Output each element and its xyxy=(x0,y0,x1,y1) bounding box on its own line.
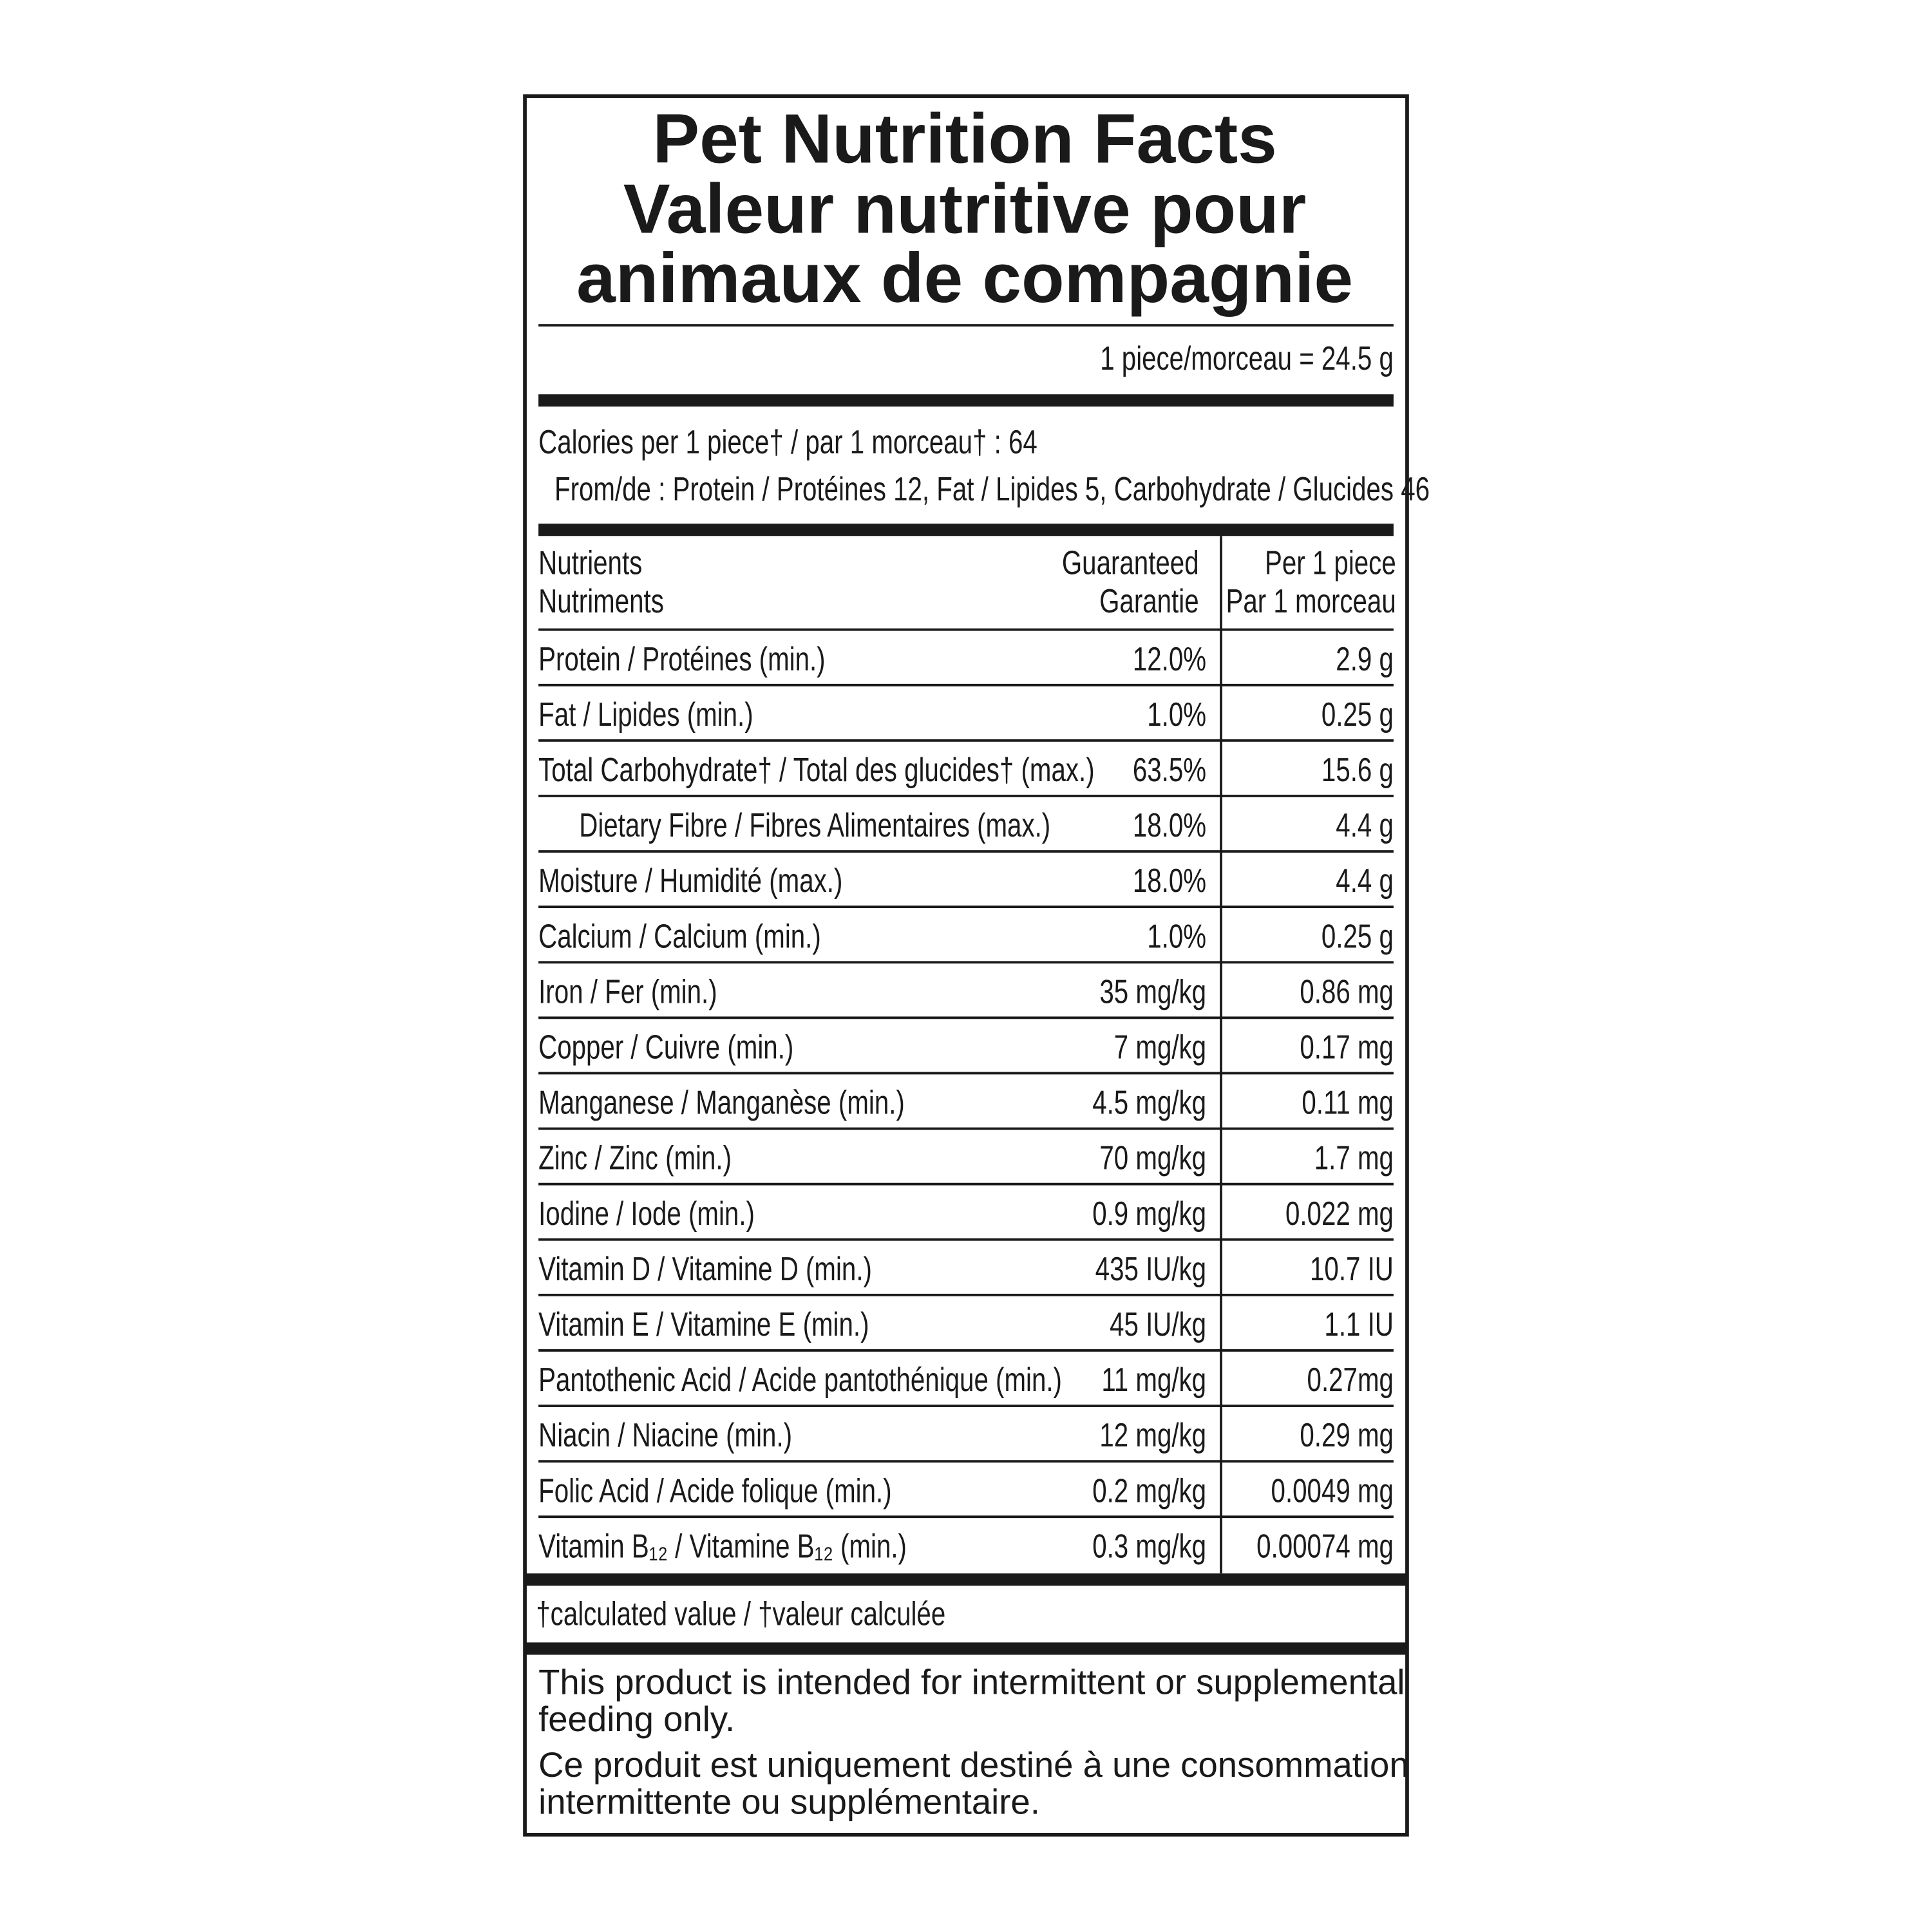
guaranteed-value: 35 mg/kg xyxy=(1099,973,1206,1010)
row-divider xyxy=(538,1515,1394,1519)
per-piece-value: 15.6 g xyxy=(1321,751,1394,788)
column-header: Per 1 piece xyxy=(1265,544,1396,582)
nutrient-name: Copper / Cuivre (min.) xyxy=(538,1028,793,1066)
title-line: Valeur nutritive pour xyxy=(623,170,1306,249)
guaranteed-value: 1.0% xyxy=(1147,696,1206,733)
nutrient-name: Vitamin E / Vitamine E (min.) xyxy=(538,1305,869,1343)
guaranteed-value: 1.0% xyxy=(1147,917,1206,954)
column-header: Guaranteed xyxy=(1062,544,1199,582)
column-header: Garantie xyxy=(1099,582,1199,620)
per-piece-value: 0.00074 mg xyxy=(1256,1528,1394,1565)
per-piece-value: 0.022 mg xyxy=(1285,1195,1394,1232)
guaranteed-value: 45 IU/kg xyxy=(1110,1305,1206,1343)
divider xyxy=(538,324,1394,327)
nutrient-name: Manganese / Manganèse (min.) xyxy=(538,1084,905,1121)
nutrient-name: Niacin / Niacine (min.) xyxy=(538,1416,792,1454)
guaranteed-value: 18.0% xyxy=(1133,806,1206,844)
row-divider xyxy=(538,1405,1394,1407)
per-piece-value: 0.86 mg xyxy=(1300,973,1394,1010)
per-piece-value: 4.4 g xyxy=(1336,806,1394,844)
guaranteed-value: 70 mg/kg xyxy=(1099,1139,1206,1177)
title-line: Pet Nutrition Facts xyxy=(652,100,1276,178)
thick-divider xyxy=(525,1642,1407,1655)
guaranteed-value: 4.5 mg/kg xyxy=(1092,1084,1206,1121)
nutrient-name: Vitamin D / Vitamine D (min.) xyxy=(538,1250,872,1287)
row-divider xyxy=(538,683,1394,687)
per-piece-value: 0.11 mg xyxy=(1302,1084,1394,1121)
row-divider xyxy=(538,961,1394,964)
column-header: Nutrients xyxy=(538,544,642,582)
footnote: †calculated value / †valeur calculée xyxy=(536,1595,945,1633)
nutrient-name: Iodine / Iode (min.) xyxy=(538,1195,755,1232)
disclaimer-line: feeding only. xyxy=(538,1700,735,1739)
calories-from: From/de : Protein / Protéines 12, Fat / … xyxy=(554,470,1430,507)
calories: Calories per 1 piece† / par 1 morceau† :… xyxy=(538,423,1037,460)
guaranteed-value: 11 mg/kg xyxy=(1101,1361,1206,1398)
per-piece-value: 10.7 IU xyxy=(1310,1250,1394,1287)
guaranteed-value: 12.0% xyxy=(1133,640,1206,677)
per-piece-value: 4.4 g xyxy=(1336,862,1394,899)
per-piece-value: 0.25 g xyxy=(1321,917,1394,954)
nutrient-name: Calcium / Calcium (min.) xyxy=(538,917,821,954)
nutrient-name: Dietary Fibre / Fibres Alimentaires (max… xyxy=(579,806,1050,844)
guaranteed-value: 12 mg/kg xyxy=(1099,1416,1206,1454)
column-header: Par 1 morceau xyxy=(1226,582,1396,620)
nutrient-name: Total Carbohydrate† / Total des glucides… xyxy=(538,751,1095,788)
thick-divider xyxy=(538,394,1394,407)
row-divider xyxy=(538,1460,1394,1463)
guaranteed-value: 0.3 mg/kg xyxy=(1092,1528,1206,1565)
guaranteed-value: 18.0% xyxy=(1133,862,1206,899)
per-piece-value: 0.0049 mg xyxy=(1271,1472,1394,1509)
title-line: animaux de compagnie xyxy=(576,239,1353,317)
guaranteed-value: 63.5% xyxy=(1133,751,1206,788)
row-divider xyxy=(538,1238,1394,1241)
nutrient-name: Fat / Lipides (min.) xyxy=(538,696,753,733)
per-piece-value: 0.27mg xyxy=(1307,1361,1394,1398)
per-piece-value: 2.9 g xyxy=(1336,640,1394,677)
guaranteed-value: 0.9 mg/kg xyxy=(1092,1195,1206,1232)
row-divider xyxy=(538,739,1394,742)
row-divider xyxy=(538,628,1394,631)
row-divider xyxy=(538,1127,1394,1130)
nutrient-name: Pantothenic Acid / Acide pantothénique (… xyxy=(538,1361,1062,1398)
serving-size: 1 piece/morceau = 24.5 g xyxy=(1100,339,1394,377)
thick-divider xyxy=(538,524,1394,536)
row-divider xyxy=(538,905,1394,909)
per-piece-value: 0.25 g xyxy=(1321,696,1394,733)
disclaimer-line: intermittente ou supplémentaire. xyxy=(538,1782,1040,1821)
nutrient-name: Moisture / Humidité (max.) xyxy=(538,862,842,899)
nutrient-name: Protein / Protéines (min.) xyxy=(538,640,826,677)
guaranteed-value: 435 IU/kg xyxy=(1095,1250,1206,1287)
guaranteed-value: 0.2 mg/kg xyxy=(1092,1472,1206,1509)
per-piece-value: 0.17 mg xyxy=(1300,1028,1394,1066)
nutrient-name: Vitamin B₁₂ / Vitamine B₁₂ (min.) xyxy=(538,1528,907,1565)
row-divider xyxy=(538,1072,1394,1075)
label-border xyxy=(523,94,1409,1837)
row-divider xyxy=(538,1016,1394,1019)
per-piece-value: 0.29 mg xyxy=(1300,1416,1394,1454)
disclaimer-line: Ce produit est uniquement destiné à une … xyxy=(538,1745,1409,1785)
row-divider xyxy=(538,1349,1394,1352)
column-header: Nutriments xyxy=(538,582,664,620)
row-divider xyxy=(538,1182,1394,1186)
column-divider xyxy=(1220,536,1222,1574)
disclaimer-line: This product is intended for intermitten… xyxy=(538,1663,1405,1702)
per-piece-value: 1.7 mg xyxy=(1314,1139,1394,1177)
nutrient-name: Iron / Fer (min.) xyxy=(538,973,717,1010)
nutrient-name: Folic Acid / Acide folique (min.) xyxy=(538,1472,892,1509)
nutrient-name: Zinc / Zinc (min.) xyxy=(538,1139,732,1177)
row-divider xyxy=(538,850,1394,853)
guaranteed-value: 7 mg/kg xyxy=(1114,1028,1206,1066)
per-piece-value: 1.1 IU xyxy=(1324,1305,1393,1343)
thick-divider xyxy=(525,1573,1407,1586)
row-divider xyxy=(538,795,1394,797)
row-divider xyxy=(538,1293,1394,1296)
